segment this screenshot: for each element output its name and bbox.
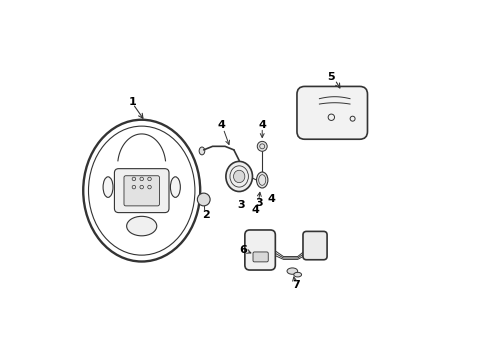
Text: 1: 1 <box>129 97 137 107</box>
Text: 6: 6 <box>238 245 246 255</box>
Text: 3: 3 <box>254 198 262 208</box>
Ellipse shape <box>103 177 113 197</box>
Ellipse shape <box>293 272 301 277</box>
Ellipse shape <box>256 172 267 188</box>
Circle shape <box>197 193 210 206</box>
Ellipse shape <box>233 170 244 183</box>
FancyBboxPatch shape <box>252 252 268 262</box>
Ellipse shape <box>126 216 157 236</box>
Ellipse shape <box>199 147 204 155</box>
Ellipse shape <box>286 268 297 274</box>
Text: 4: 4 <box>266 194 274 204</box>
Text: 4: 4 <box>258 120 265 130</box>
FancyBboxPatch shape <box>303 231 326 260</box>
FancyBboxPatch shape <box>296 86 367 139</box>
Ellipse shape <box>88 126 195 255</box>
Text: 4: 4 <box>251 205 259 215</box>
Ellipse shape <box>170 177 180 197</box>
FancyBboxPatch shape <box>124 176 159 206</box>
FancyBboxPatch shape <box>244 230 275 270</box>
Text: 5: 5 <box>327 72 334 82</box>
Circle shape <box>257 141 266 151</box>
Ellipse shape <box>225 161 252 192</box>
Text: 7: 7 <box>291 280 299 290</box>
Text: 3: 3 <box>237 200 244 210</box>
Text: 2: 2 <box>201 211 209 220</box>
FancyBboxPatch shape <box>114 168 169 213</box>
Text: 4: 4 <box>217 120 225 130</box>
